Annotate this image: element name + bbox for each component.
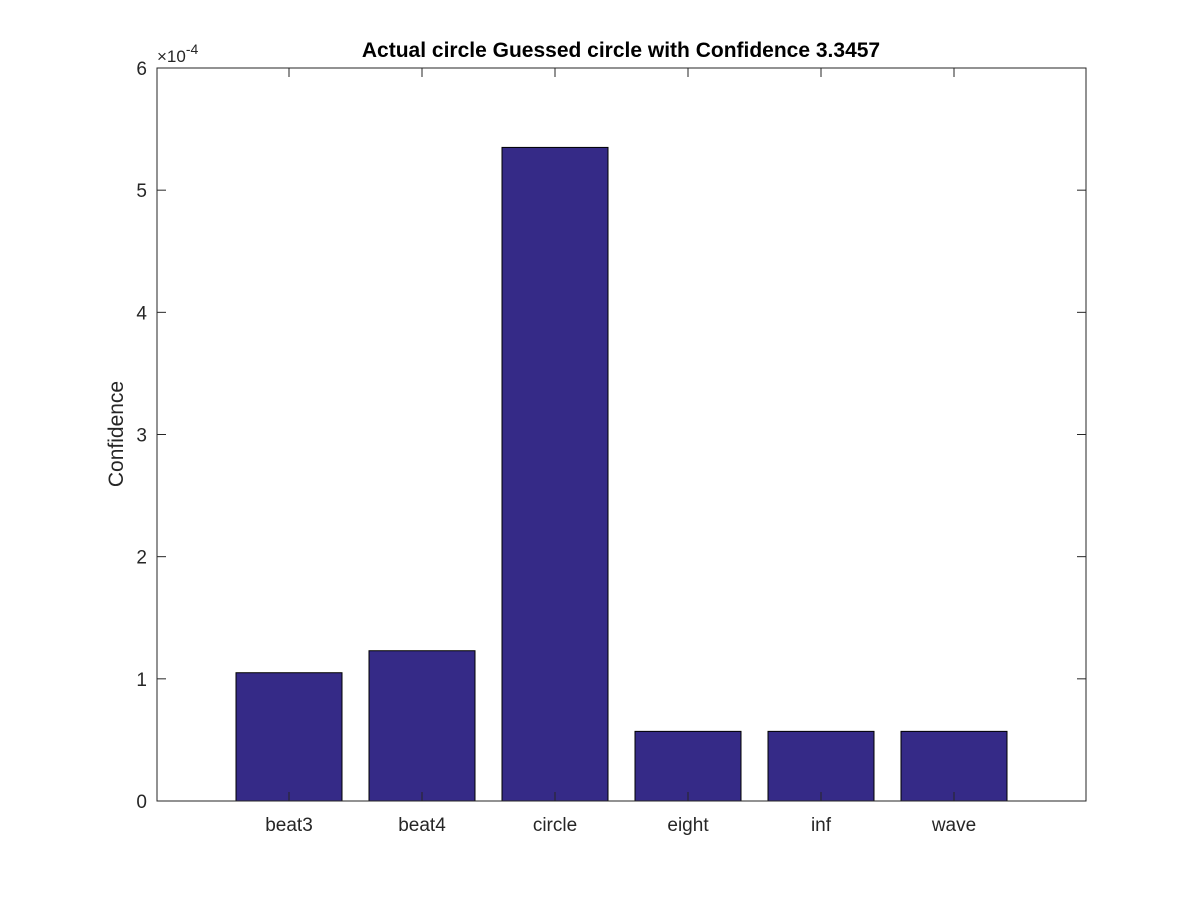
bar-wave bbox=[900, 730, 1008, 802]
y-axis-label: Confidence bbox=[105, 381, 128, 487]
y-tick-label: 3 bbox=[136, 426, 147, 447]
x-tick-label: wave bbox=[931, 815, 976, 836]
y-tick-label: 2 bbox=[136, 548, 147, 569]
y-axis-ticks: 0 1 2 3 4 5 6 bbox=[136, 59, 1086, 813]
x-tick-label: beat3 bbox=[265, 815, 313, 836]
y-tick-label: 6 bbox=[136, 59, 147, 80]
bar-beat4 bbox=[368, 650, 476, 802]
y-axis-exponent-power: -4 bbox=[186, 41, 199, 57]
x-tick-label: eight bbox=[667, 815, 709, 836]
y-axis-exponent-base: ×10 bbox=[157, 47, 186, 66]
x-tick-label: beat4 bbox=[398, 815, 446, 836]
chart-title: Actual circle Guessed circle with Confid… bbox=[362, 39, 880, 62]
y-tick-label: 0 bbox=[136, 792, 147, 813]
bar-eight bbox=[634, 730, 742, 802]
x-axis-ticks: beat3 beat4 circle eight inf wave bbox=[265, 68, 976, 836]
y-axis-exponent: ×10-4 bbox=[157, 41, 199, 66]
bar-circle bbox=[501, 146, 609, 802]
bar-beat3 bbox=[235, 672, 343, 802]
x-tick-label: circle bbox=[533, 815, 577, 836]
y-tick-label: 5 bbox=[136, 181, 147, 202]
bars-group bbox=[235, 146, 1008, 802]
y-tick-label: 4 bbox=[136, 303, 147, 324]
y-tick-label: 1 bbox=[136, 670, 147, 691]
x-tick-label: inf bbox=[811, 815, 832, 836]
bar-inf bbox=[767, 730, 875, 802]
